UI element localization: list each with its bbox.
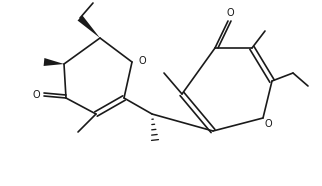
Polygon shape — [43, 58, 64, 66]
Polygon shape — [78, 15, 100, 38]
Text: O: O — [138, 56, 146, 66]
Text: O: O — [32, 90, 40, 100]
Text: O: O — [264, 119, 272, 129]
Text: O: O — [226, 8, 234, 18]
